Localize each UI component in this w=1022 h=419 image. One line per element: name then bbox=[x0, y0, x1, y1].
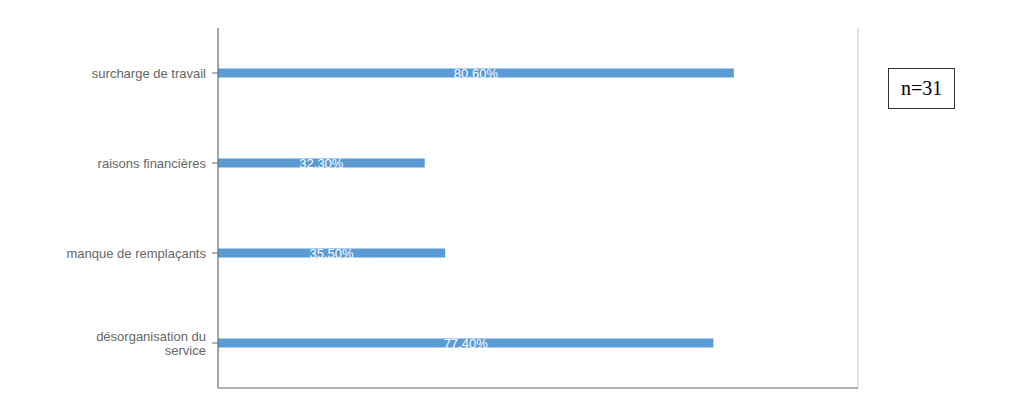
svg-text:manque de remplaçants: manque de remplaçants bbox=[67, 246, 207, 261]
svg-text:32,30%: 32,30% bbox=[299, 156, 344, 171]
svg-text:surcharge de travail: surcharge de travail bbox=[92, 66, 206, 81]
svg-text:désorganisation duservice: désorganisation duservice bbox=[96, 329, 206, 358]
svg-text:raisons financières: raisons financières bbox=[98, 156, 207, 171]
svg-text:77,40%: 77,40% bbox=[444, 336, 489, 351]
svg-text:35,50%: 35,50% bbox=[310, 246, 355, 261]
svg-text:80,60%: 80,60% bbox=[454, 66, 499, 81]
html-text:n=31: n=31 bbox=[901, 77, 943, 99]
